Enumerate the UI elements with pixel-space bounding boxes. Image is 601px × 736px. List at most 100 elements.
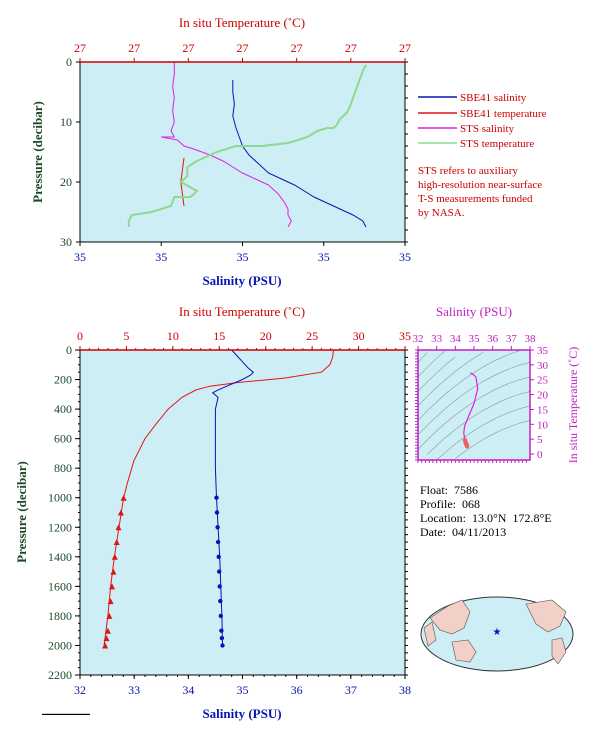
full-profile-bottom-tick-label: 35	[237, 683, 249, 697]
near-surface-top-tick-label: 27	[74, 41, 86, 55]
ts-density-contour-line	[436, 405, 531, 461]
legend-note-line-4: by NASA.	[418, 207, 465, 219]
near-surface-top-tick-label: 27	[345, 41, 357, 55]
full-profile-left-tick-label: 1200	[48, 520, 72, 534]
near-surface-top-axis-title: In situ Temperature (˚C)	[179, 15, 305, 30]
ts-diagram-top-tick-label: 32	[413, 333, 424, 345]
float-row: Float: 7586	[420, 483, 479, 497]
near-surface-bottom-axis-title: Salinity (PSU)	[202, 273, 281, 288]
near-surface-top-tick-label: 27	[399, 41, 411, 55]
full-profile-top-tick-label: 0	[77, 329, 83, 343]
full-profile-temperature-sample	[107, 598, 114, 605]
map-landmass-north-america	[525, 599, 567, 633]
location-row: Location: 13.0°N 172.8°E	[420, 511, 552, 525]
full-profile-left-tick-label: 1000	[48, 491, 72, 505]
full-profile-temperature-sample	[117, 509, 124, 516]
legend-note-line-3: T-S measurements funded	[418, 193, 533, 205]
map-landmass-asia	[429, 599, 471, 635]
ts-density-contour-line	[417, 352, 428, 363]
full-profile-top-tick-label: 35	[399, 329, 411, 343]
full-profile-salinity-sample	[220, 643, 225, 648]
full-profile-salinity-sample	[215, 539, 221, 545]
ts-diagram-top-tick-label: 36	[487, 333, 499, 345]
full-profile-top-axis-title: In situ Temperature (˚C)	[179, 304, 305, 319]
near-surface-top-tick-label: 27	[182, 41, 194, 55]
full-profile-salinity-sample	[217, 584, 222, 589]
ts-diagram-top-tick-label: 34	[450, 333, 462, 345]
ts-diagram-top-axis-title: Salinity (PSU)	[436, 304, 512, 319]
full-profile-series	[102, 349, 334, 649]
map-float-marker-icon: ★	[493, 627, 502, 638]
full-profile-salinity-sample	[219, 628, 224, 633]
full-profile-top-tick-label: 15	[213, 329, 225, 343]
full-profile-temperature-sample	[115, 524, 122, 531]
full-profile-temperature-sample	[110, 568, 117, 575]
legend-label-sbe-salinity: SBE41 salinity	[460, 92, 527, 104]
near-surface-top-tick-label: 27	[237, 41, 249, 55]
legend-label-sbe-temperature: SBE41 temperature	[460, 108, 547, 120]
full-profile-plot-area	[80, 350, 405, 675]
ts-density-contour-line	[417, 362, 531, 436]
full-profile-salinity-sample	[214, 510, 220, 515]
near-surface-left-tick-label: 0	[66, 55, 72, 69]
near-surface-sts-salinity-line	[161, 62, 292, 228]
ts-density-contour-line	[417, 350, 521, 421]
ts-diagram-right-tick-label: 30	[537, 360, 549, 372]
ts-density-contour-line	[417, 352, 484, 407]
map-landmass-australia	[451, 639, 477, 663]
float-number: 7586	[454, 483, 479, 497]
legend: SBE41 salinity SBE41 temperature STS sal…	[418, 92, 547, 219]
full-profile-temperature-sample	[111, 553, 118, 560]
full-profile-salinity-sample	[214, 495, 219, 500]
full-profile-temperature-sample	[109, 583, 115, 590]
full-profile-bottom-axis-title: Salinity (PSU)	[202, 706, 281, 721]
ts-diagram-panel: 32 33 34 35 36 37 38 0 5 10 15 20 25 30 35 Salinity (P…	[413, 304, 581, 463]
location-value: 13.0°N 172.8°E	[471, 511, 552, 525]
full-profile-bottom-tick-label: 36	[291, 683, 303, 697]
legend-note-line-2: high-resolution near-surface	[418, 179, 542, 191]
full-profile-left-tick-label: 600	[54, 432, 72, 446]
date-value: 04/11/2013	[452, 525, 507, 539]
ts-diagram-top-tick-label: 37	[506, 333, 518, 345]
near-surface-sts-temperature-line	[127, 64, 367, 227]
full-profile-panel: 0 5 10 15 20 25 30 35 32 33 34 35 36 37 38 0 200 400 600 80…	[14, 304, 411, 721]
full-profile-left-tick-label: 2000	[48, 638, 72, 652]
full-profile-top-tick-label: 10	[167, 329, 179, 343]
full-profile-left-tick-label: 400	[54, 402, 72, 416]
full-profile-salinity-sample	[219, 635, 225, 641]
ts-density-contour-line	[417, 356, 456, 392]
full-profile-temperature-sample	[120, 494, 127, 501]
near-surface-left-tick-label: 30	[60, 235, 72, 249]
near-surface-left-axis-title: Pressure (decibar)	[30, 101, 45, 203]
full-profile-top-tick-label: 30	[353, 329, 365, 343]
near-surface-sbe-salinity-line	[232, 80, 367, 228]
ts-density-contour-line	[427, 391, 531, 455]
near-surface-plot-area	[80, 62, 405, 242]
float-info: Float: 7586 Profile: 068 Location: 13.0°…	[420, 483, 552, 539]
near-surface-bottom-tick-label: 35	[74, 250, 86, 264]
full-profile-top-tick-label: 25	[306, 329, 318, 343]
ts-diagram-right-tick-label: 5	[537, 434, 543, 446]
full-profile-temperature-sample	[113, 539, 120, 545]
full-profile-left-tick-label: 1800	[48, 609, 72, 623]
near-surface-top-tick-label: 27	[128, 41, 140, 55]
ts-diagram-top-tick-label: 33	[431, 333, 443, 345]
full-profile-top-tick-label: 20	[260, 329, 272, 343]
near-surface-bottom-tick-label: 35	[155, 250, 167, 264]
near-surface-left-tick-label: 20	[60, 175, 72, 189]
full-profile-left-axis-title: Pressure (decibar)	[14, 461, 29, 563]
full-profile-salinity-line	[211, 349, 255, 646]
full-profile-left-tick-label: 200	[54, 373, 72, 387]
ts-diagram-axes: 32 33 34 35 36 37 38 0 5 10 15 20 25 30 35	[413, 333, 549, 463]
full-profile-top-tick-label: 5	[123, 329, 129, 343]
full-profile-bottom-tick-label: 32	[74, 683, 86, 697]
full-profile-temperature-sample	[106, 612, 113, 619]
profile-number: 068	[462, 497, 480, 511]
ts-density-contour-line	[417, 349, 447, 378]
legend-label-sts-temperature: STS temperature	[460, 138, 534, 150]
profile-row: Profile: 068	[420, 497, 480, 511]
ts-diagram-right-tick-label: 35	[537, 345, 549, 357]
near-surface-series	[127, 62, 367, 228]
full-profile-salinity-sample	[216, 554, 221, 559]
